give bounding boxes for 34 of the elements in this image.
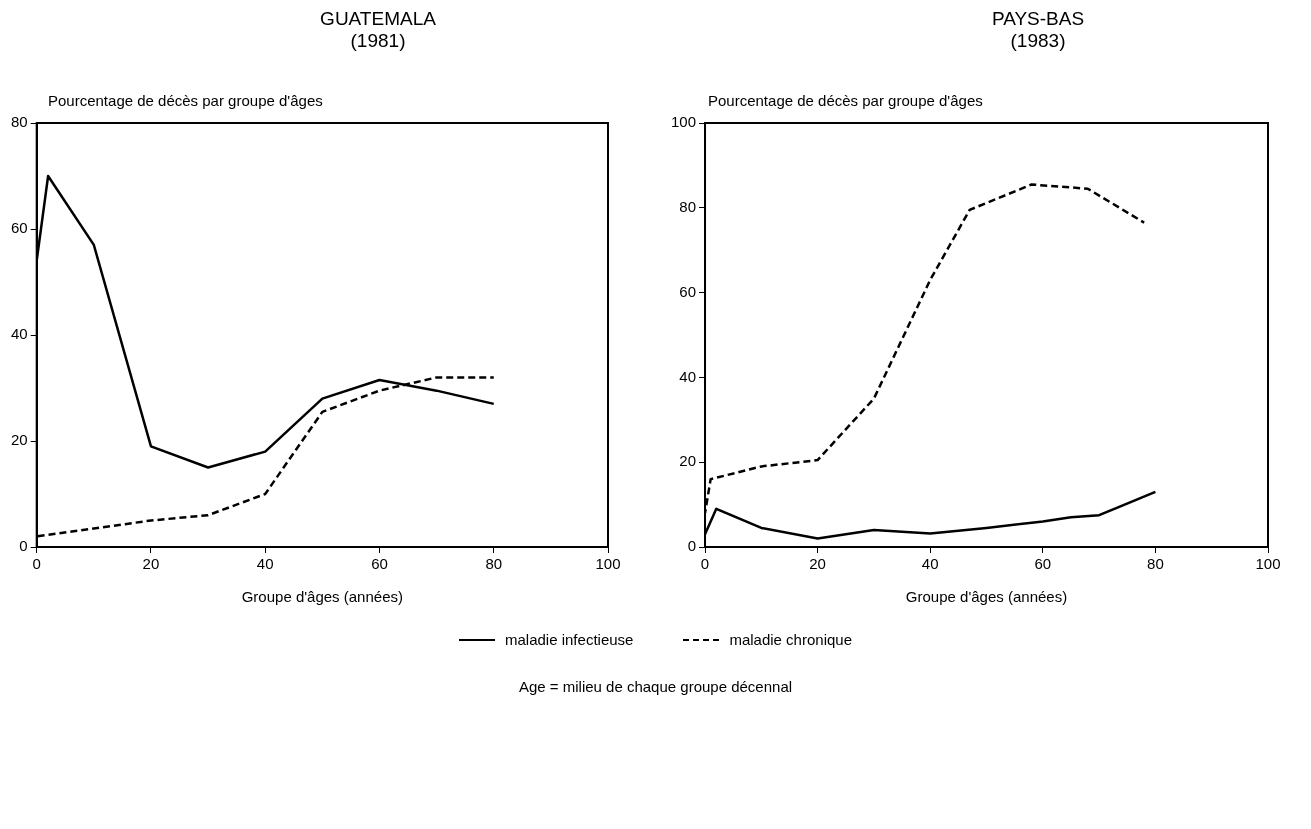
y-axis-title: Pourcentage de décès par groupe d'âges (48, 92, 324, 109)
legend-label: maladie chronique (729, 631, 852, 648)
x-tick-label: 20 (142, 555, 160, 573)
x-tick-label: 60 (371, 555, 388, 573)
x-axis-title: Groupe d'âges (années) (905, 588, 1068, 606)
x-tick-label: 80 (1147, 555, 1164, 573)
x-tick-label: 20 (809, 555, 826, 573)
chart-title: PAYS-BAS (990, 8, 1086, 30)
chart-subtitle: (1981) (349, 30, 407, 52)
x-tick-label: 40 (256, 555, 274, 573)
y-tick-label: 60 (11, 219, 28, 237)
y-axis-title: Pourcentage de décès par groupe d'âges (708, 92, 984, 109)
y-tick-label: 0 (687, 537, 697, 555)
y-tick-label: 20 (679, 452, 697, 470)
y-tick-label: 80 (11, 113, 28, 131)
x-tick-label: 40 (921, 555, 939, 573)
x-tick-label: 0 (700, 555, 710, 573)
y-tick-label: 40 (679, 367, 697, 385)
y-tick-label: 80 (679, 197, 697, 215)
x-tick-label: 100 (595, 555, 621, 573)
text: Age = milieu de chaque groupe décennal (517, 678, 794, 695)
x-tick-label: 60 (1034, 555, 1052, 573)
chart-subtitle: (1983) (1009, 30, 1067, 52)
y-tick-label: 60 (679, 282, 697, 300)
legend-label: maladie infectieuse (505, 631, 634, 648)
x-tick-label: 100 (1255, 555, 1281, 573)
y-tick-label: 20 (11, 431, 28, 449)
chart-title: GUATEMALA (319, 8, 437, 30)
x-axis-title: Groupe d'âges (années) (241, 588, 403, 606)
y-tick-label: 40 (11, 325, 28, 343)
y-tick-label: 0 (19, 537, 28, 555)
x-tick-label: 0 (32, 555, 41, 573)
x-tick-label: 80 (485, 555, 503, 573)
y-tick-label: 100 (671, 113, 697, 131)
